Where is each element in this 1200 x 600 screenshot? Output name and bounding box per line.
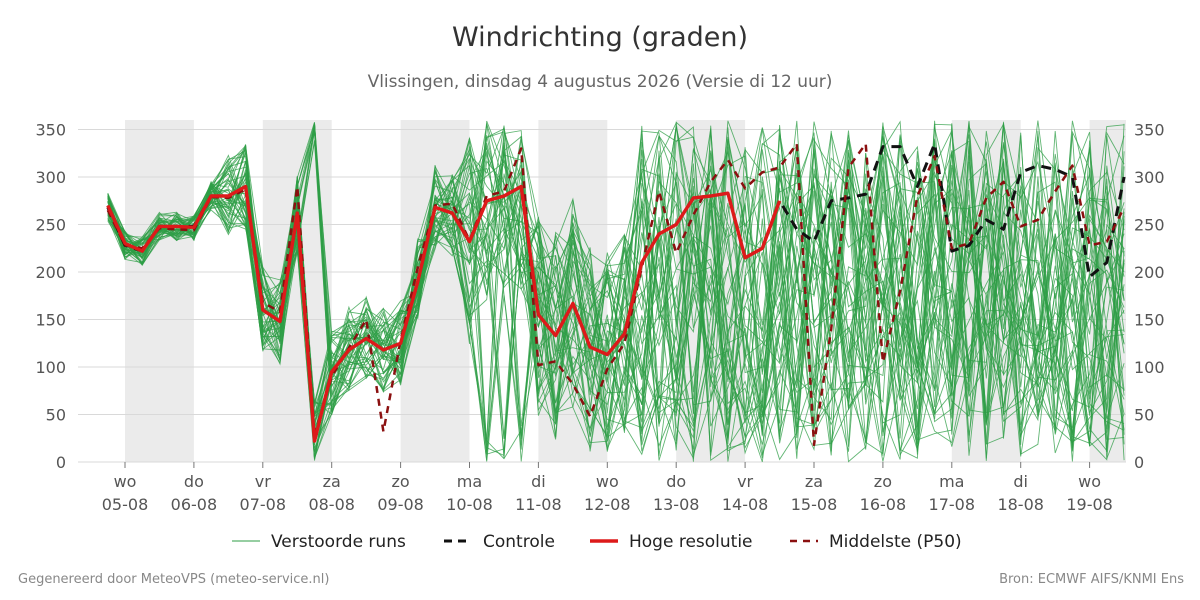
x-tick-date-12-08: 12-08	[584, 495, 631, 514]
x-tick-day-14-08: vr	[737, 472, 753, 491]
x-tick-day-15-08: za	[805, 472, 823, 491]
legend-ensemble-label: Verstoorde runs	[271, 532, 406, 552]
y-tick-left-300: 300	[35, 168, 66, 187]
x-tick-date-10-08: 10-08	[446, 495, 493, 514]
y-tick-right-200: 200	[1134, 263, 1165, 282]
x-axis: wo 05-08 do 06-08 vr 07-08 za 08-08 zo 09-08 ma 10-…	[102, 462, 1113, 514]
y-tick-right-350: 350	[1134, 121, 1165, 140]
ensemble-run-49	[107, 132, 1125, 460]
x-tick-day-07-08: vr	[255, 472, 271, 491]
x-tick-date-19-08: 19-08	[1066, 495, 1113, 514]
x-tick-day-13-08: do	[666, 472, 686, 491]
ensemble-run-47	[107, 121, 1125, 455]
x-tick-date-06-08: 06-08	[171, 495, 218, 514]
ensemble-run-38	[107, 126, 1125, 462]
x-tick-date-15-08: 15-08	[791, 495, 838, 514]
ensemble-run-50	[107, 127, 1125, 426]
x-tick-day-10-08: ma	[457, 472, 482, 491]
ensemble-run-44	[107, 120, 1125, 449]
legend: Verstoorde runs Controle Hoge resolutie Mid…	[232, 532, 962, 552]
x-tick-date-08-08: 08-08	[308, 495, 355, 514]
footer-source: Bron: ECMWF AIFS/KNMI Ens	[999, 572, 1184, 587]
chart-subtitle: Vlissingen, dinsdag 4 augustus 2026 (Ver…	[367, 72, 833, 92]
y-tick-left-200: 200	[35, 263, 66, 282]
y-tick-right-300: 300	[1134, 168, 1165, 187]
legend-median-label: Middelste (P50)	[829, 532, 962, 552]
x-tick-date-18-08: 18-08	[997, 495, 1044, 514]
x-tick-date-14-08: 14-08	[722, 495, 769, 514]
high-res-line	[106, 184, 782, 443]
footer-generated-by: Gegenereerd door MeteoVPS (meteo-service…	[18, 572, 330, 587]
main-series	[106, 142, 1126, 447]
y-axis-left: 0 50 100 150 200 250 300 350	[35, 121, 66, 473]
x-tick-day-09-08: zo	[392, 472, 410, 491]
x-tick-date-07-08: 07-08	[240, 495, 287, 514]
ensemble-run-40	[107, 123, 1125, 452]
chart-title: Windrichting (graden)	[451, 22, 749, 53]
ensemble-run-37	[107, 121, 1125, 463]
x-tick-day-05-08: wo	[114, 472, 137, 491]
x-tick-day-16-08: zo	[874, 472, 892, 491]
y-axis-right: 0 50 100 150 200 250 300 350	[1134, 121, 1165, 473]
x-tick-day-18-08: di	[1013, 472, 1028, 491]
y-tick-right-100: 100	[1134, 358, 1165, 377]
x-tick-date-11-08: 11-08	[515, 495, 562, 514]
y-tick-left-50: 50	[46, 406, 66, 425]
x-tick-day-08-08: za	[323, 472, 341, 491]
y-tick-left-150: 150	[35, 311, 66, 330]
x-tick-date-05-08: 05-08	[102, 495, 149, 514]
y-tick-right-150: 150	[1134, 311, 1165, 330]
x-tick-date-17-08: 17-08	[929, 495, 976, 514]
x-tick-date-13-08: 13-08	[653, 495, 700, 514]
ensemble-run-31	[107, 123, 1125, 456]
x-tick-day-06-08: do	[184, 472, 204, 491]
y-tick-left-350: 350	[35, 121, 66, 140]
legend-high-res-label: Hoge resolutie	[629, 532, 753, 552]
legend-control-label: Controle	[483, 532, 555, 552]
y-tick-left-250: 250	[35, 216, 66, 235]
y-tick-left-0: 0	[56, 453, 66, 472]
x-tick-date-09-08: 09-08	[377, 495, 424, 514]
ensemble-run-36	[107, 130, 1125, 456]
x-tick-day-17-08: ma	[939, 472, 964, 491]
ensemble-run-30	[107, 123, 1125, 452]
x-tick-day-12-08: wo	[596, 472, 619, 491]
y-tick-right-250: 250	[1134, 216, 1165, 235]
x-tick-day-11-08: di	[531, 472, 546, 491]
ensemble-run-17	[107, 120, 1125, 451]
x-tick-day-19-08: wo	[1078, 472, 1101, 491]
ensemble-run-46	[107, 120, 1125, 456]
ensemble-run-41	[107, 122, 1125, 439]
x-tick-date-16-08: 16-08	[860, 495, 907, 514]
ensemble-runs	[107, 120, 1125, 463]
ensemble-run-42	[107, 124, 1125, 457]
ensemble-run-45	[107, 120, 1125, 462]
y-tick-right-50: 50	[1134, 406, 1154, 425]
y-tick-right-0: 0	[1134, 453, 1144, 472]
y-tick-left-100: 100	[35, 358, 66, 377]
band-05-08	[125, 120, 194, 462]
